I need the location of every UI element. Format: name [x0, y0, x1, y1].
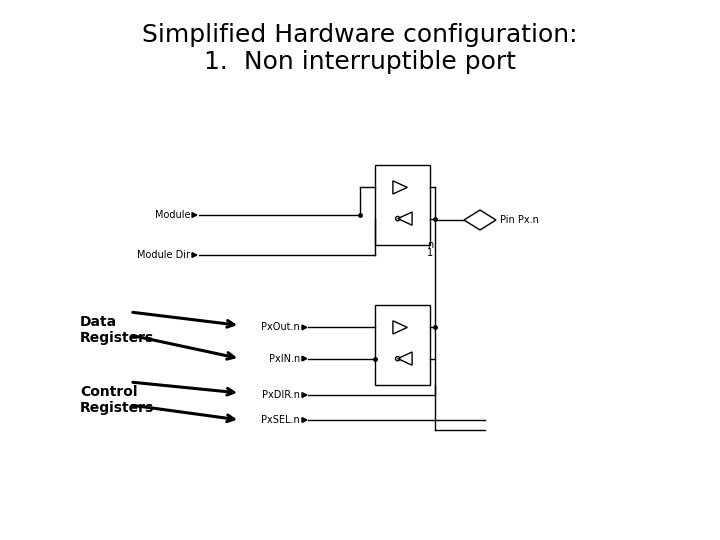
Text: Module: Module — [155, 210, 190, 220]
Bar — [375, 165, 430, 245]
Text: 1: 1 — [427, 248, 433, 258]
Polygon shape — [302, 417, 307, 422]
Text: PxOut.n: PxOut.n — [261, 322, 300, 333]
Text: Data
Registers: Data Registers — [80, 315, 154, 345]
Polygon shape — [302, 393, 307, 397]
Text: PxSEL.n: PxSEL.n — [261, 415, 300, 425]
Polygon shape — [302, 356, 307, 361]
Polygon shape — [302, 325, 307, 330]
Text: Module Dir: Module Dir — [137, 250, 190, 260]
Text: Control
Registers: Control Registers — [80, 385, 154, 415]
Text: Pin Px.n: Pin Px.n — [500, 215, 539, 225]
Text: n: n — [427, 240, 433, 250]
Text: PxDIR.n: PxDIR.n — [262, 390, 300, 400]
Bar — [375, 305, 430, 385]
Text: PxIN.n: PxIN.n — [269, 354, 300, 363]
Polygon shape — [192, 253, 197, 258]
Polygon shape — [192, 213, 197, 218]
Text: Simplified Hardware configuration:: Simplified Hardware configuration: — [143, 23, 577, 47]
Text: 1.  Non interruptible port: 1. Non interruptible port — [204, 50, 516, 74]
